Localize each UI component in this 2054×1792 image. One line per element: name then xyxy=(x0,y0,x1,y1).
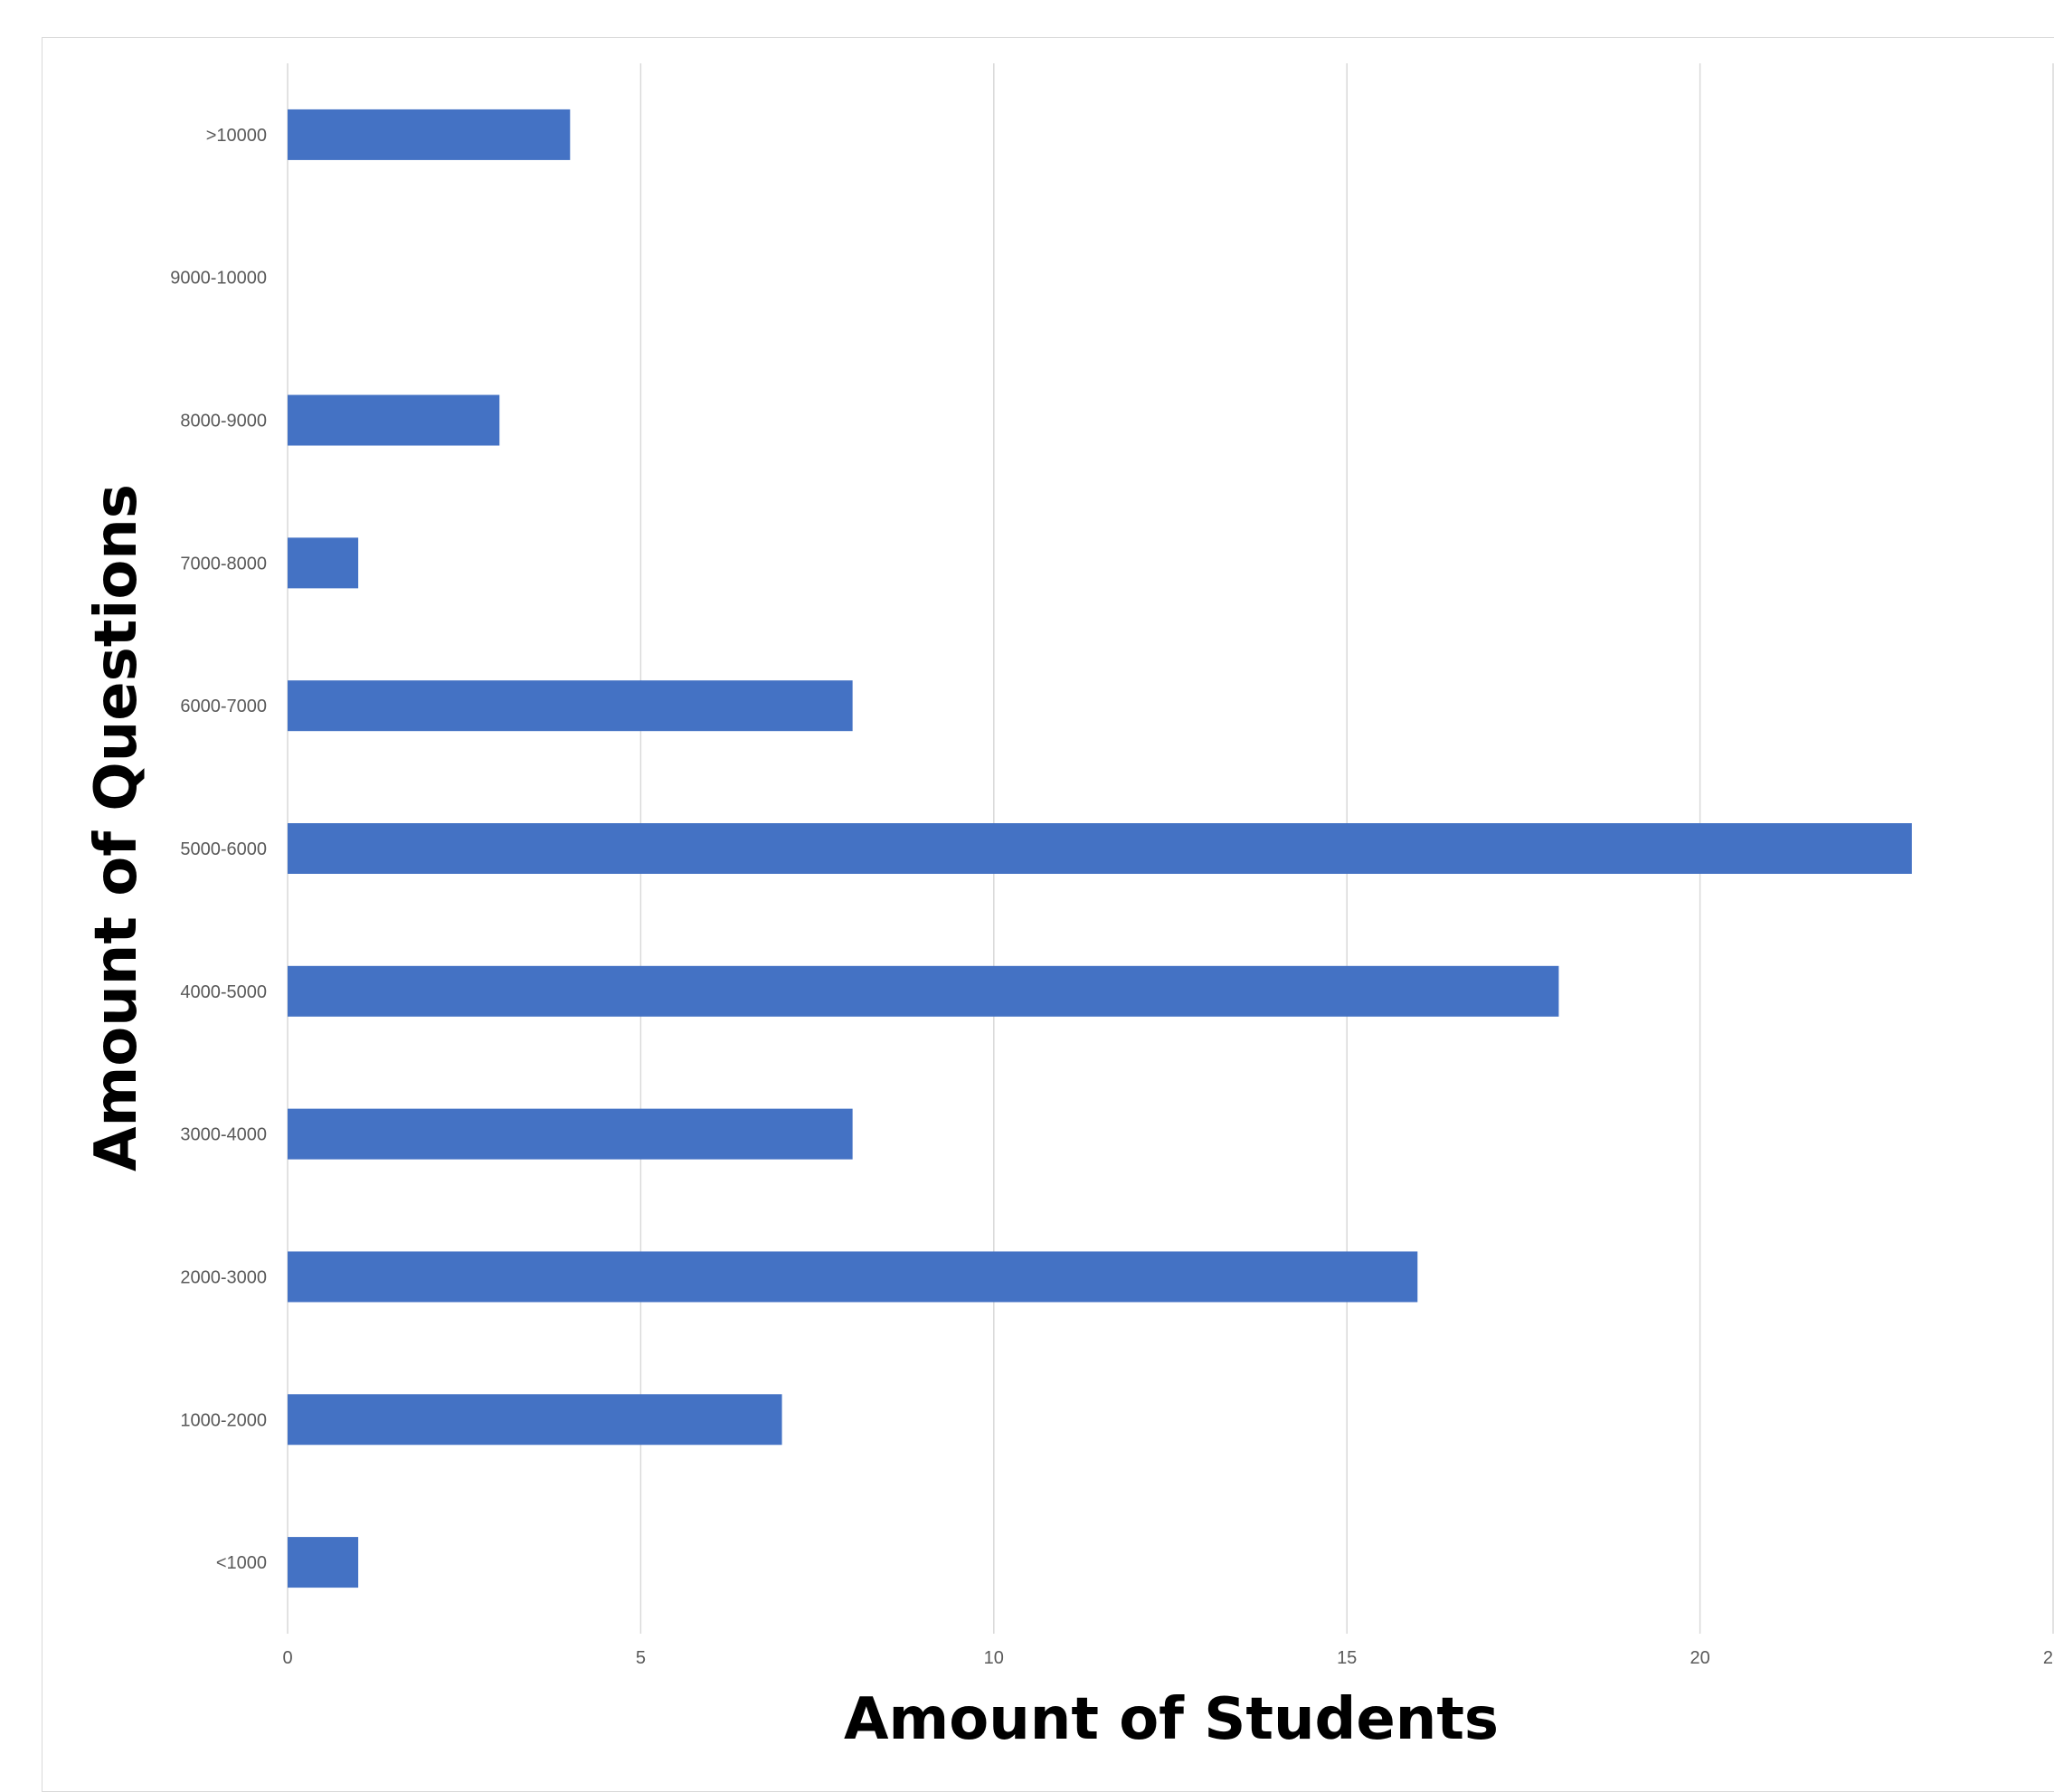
category-label: 5000-6000 xyxy=(180,839,267,859)
chart-frame xyxy=(42,37,2054,1792)
x-tick-label: 10 xyxy=(984,1648,1004,1668)
bar xyxy=(288,680,853,732)
category-label: 6000-7000 xyxy=(180,697,267,716)
category-label: 9000-10000 xyxy=(170,269,267,289)
bar xyxy=(288,1108,853,1160)
category-labels: >10000 9000-10000 8000-9000 7000-8000 6000-7… xyxy=(170,126,267,1573)
x-tick-label: 20 xyxy=(1690,1648,1709,1668)
x-tick-label: 5 xyxy=(636,1648,646,1668)
x-tick-label: 0 xyxy=(282,1648,292,1668)
bar xyxy=(288,1537,359,1588)
bar xyxy=(288,537,359,589)
bar xyxy=(288,1251,1418,1303)
bar xyxy=(288,823,1912,874)
category-label: 3000-4000 xyxy=(180,1125,267,1145)
category-label: 7000-8000 xyxy=(180,554,267,574)
x-tick-label: 15 xyxy=(1337,1648,1357,1668)
category-label: 1000-2000 xyxy=(180,1410,267,1430)
category-label: 2000-3000 xyxy=(180,1267,267,1287)
bar xyxy=(288,394,500,446)
category-label: 4000-5000 xyxy=(180,982,267,1002)
bar xyxy=(288,1394,782,1446)
category-label: <1000 xyxy=(216,1553,267,1573)
bar xyxy=(288,965,1559,1017)
x-tick-labels: 0 5 10 15 20 25 xyxy=(282,1648,2054,1668)
bars xyxy=(288,109,1912,1588)
y-axis-title: Amount of Questions xyxy=(83,484,150,1171)
bar xyxy=(288,109,571,160)
x-axis-title: Amount of Students xyxy=(844,1686,1499,1753)
category-label: 8000-9000 xyxy=(180,412,267,431)
category-label: >10000 xyxy=(206,126,267,146)
x-tick-label: 25 xyxy=(2043,1648,2054,1668)
